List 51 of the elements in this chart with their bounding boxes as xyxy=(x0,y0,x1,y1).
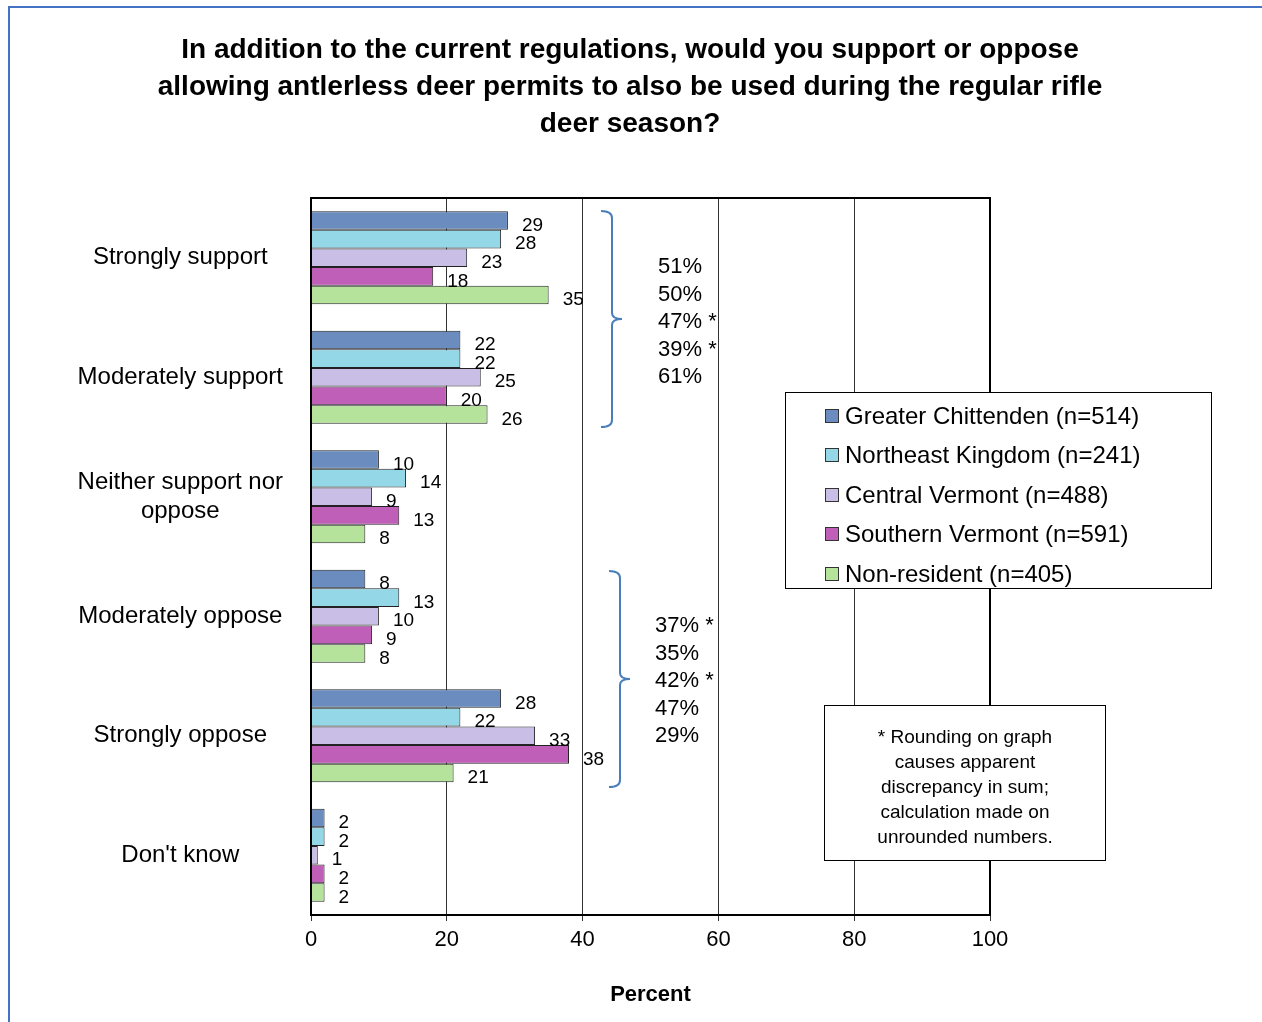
data-label: 28 xyxy=(515,691,537,713)
data-label: 20 xyxy=(460,389,482,411)
annotation: 50% xyxy=(658,280,703,307)
y-tick-label: Neither support nor oppose xyxy=(77,466,284,523)
chart-title: In addition to the current regulations, would you support or oppose allowing antlerless deer permits to also be used during the regular rifle deer season? xyxy=(156,32,1104,140)
legend-label: Greater Chittenden (n=514) xyxy=(845,401,1140,430)
note-box: * Rounding on graph causes apparent discrepancy in sum; calculation made on unrounded numbers. xyxy=(824,705,1106,861)
legend-label: Non-resident (n=405) xyxy=(845,559,1073,588)
annotation: 39% * xyxy=(658,335,717,362)
data-label: 9 xyxy=(386,489,397,511)
annotation: 35% xyxy=(655,639,700,666)
x-tick-label: 60 xyxy=(706,926,731,952)
data-label: 33 xyxy=(549,728,571,750)
data-label: 10 xyxy=(392,609,415,631)
data-label: 28 xyxy=(515,232,537,254)
data-label: 8 xyxy=(379,527,390,549)
y-tick-label: Moderately oppose xyxy=(78,600,283,628)
annotation: 61% xyxy=(658,363,703,389)
data-label: 26 xyxy=(501,407,523,429)
legend-label: Central Vermont (n=488) xyxy=(845,480,1109,509)
y-tick-label: Strongly support xyxy=(92,242,268,270)
data-label: 25 xyxy=(494,370,516,392)
annotation: 29% xyxy=(655,722,700,748)
data-label: 14 xyxy=(420,471,442,493)
data-label: 13 xyxy=(413,590,435,612)
data-label: 21 xyxy=(467,766,489,788)
y-tick-label: Don't know xyxy=(121,839,240,867)
annotation: 51% xyxy=(658,253,703,279)
data-label: 23 xyxy=(481,250,503,272)
y-tick-label: Moderately support xyxy=(77,361,284,389)
data-label: 1 xyxy=(331,848,343,870)
data-label: 29 xyxy=(521,213,544,235)
y-tick-label: Strongly oppose xyxy=(93,720,268,748)
data-label: 38 xyxy=(583,747,605,769)
x-tick-label: 0 xyxy=(304,926,318,952)
x-tick-label: 80 xyxy=(841,926,867,952)
data-label: 10 xyxy=(392,452,415,474)
data-label: 18 xyxy=(447,269,469,291)
annotation: 42% * xyxy=(655,667,714,693)
data-label: 22 xyxy=(474,710,496,732)
x-axis-title: Percent xyxy=(610,980,692,1006)
annotation: 47% xyxy=(655,694,700,721)
annotation: 37% * xyxy=(655,612,714,638)
x-tick-label: 100 xyxy=(971,926,1009,952)
legend-label: Northeast Kingdom (n=241) xyxy=(845,441,1141,470)
annotation: 47% * xyxy=(658,308,717,334)
data-label: 8 xyxy=(379,572,390,594)
data-label: 13 xyxy=(413,508,435,530)
x-tick-label: 20 xyxy=(434,926,460,952)
legend-label: Southern Vermont (n=591) xyxy=(845,520,1129,549)
x-tick-label: 40 xyxy=(570,926,595,952)
